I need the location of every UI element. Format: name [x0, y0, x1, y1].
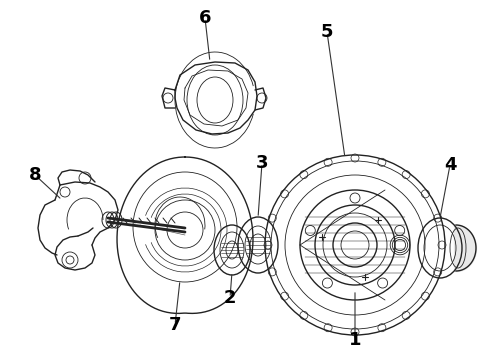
- Text: 1: 1: [349, 331, 361, 349]
- Text: 3: 3: [256, 154, 268, 172]
- Text: 7: 7: [169, 316, 181, 334]
- Text: 8: 8: [29, 166, 41, 184]
- Text: 5: 5: [321, 23, 333, 41]
- Text: 6: 6: [199, 9, 211, 27]
- Text: 2: 2: [224, 289, 236, 307]
- Text: 4: 4: [444, 156, 456, 174]
